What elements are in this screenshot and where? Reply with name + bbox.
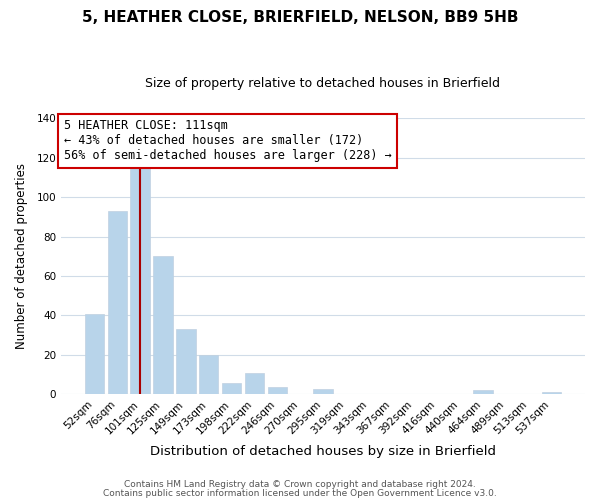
Bar <box>245 372 264 394</box>
Bar <box>107 211 127 394</box>
Bar <box>268 386 287 394</box>
Bar <box>542 392 561 394</box>
Text: 5 HEATHER CLOSE: 111sqm
← 43% of detached houses are smaller (172)
56% of semi-d: 5 HEATHER CLOSE: 111sqm ← 43% of detache… <box>64 120 391 162</box>
Bar <box>176 330 196 394</box>
Bar <box>199 355 218 395</box>
Bar <box>85 314 104 394</box>
Text: 5, HEATHER CLOSE, BRIERFIELD, NELSON, BB9 5HB: 5, HEATHER CLOSE, BRIERFIELD, NELSON, BB… <box>82 10 518 25</box>
Text: Contains public sector information licensed under the Open Government Licence v3: Contains public sector information licen… <box>103 488 497 498</box>
Bar <box>313 388 332 394</box>
Y-axis label: Number of detached properties: Number of detached properties <box>15 164 28 350</box>
Bar <box>130 162 150 394</box>
Bar <box>154 256 173 394</box>
Title: Size of property relative to detached houses in Brierfield: Size of property relative to detached ho… <box>145 78 500 90</box>
Bar <box>473 390 493 394</box>
Text: Contains HM Land Registry data © Crown copyright and database right 2024.: Contains HM Land Registry data © Crown c… <box>124 480 476 489</box>
Bar <box>222 382 241 394</box>
X-axis label: Distribution of detached houses by size in Brierfield: Distribution of detached houses by size … <box>150 444 496 458</box>
